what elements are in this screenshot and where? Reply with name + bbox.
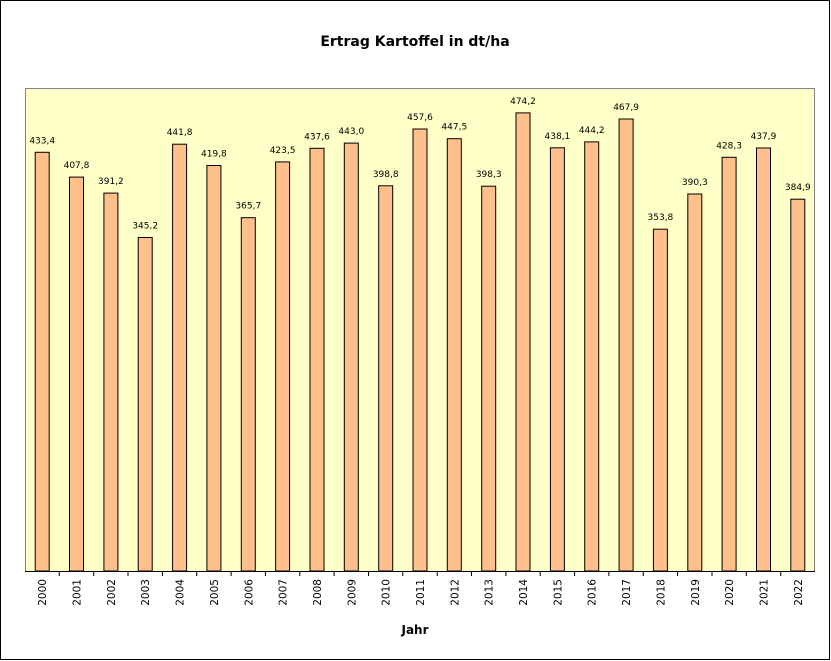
bar-2000 — [34, 151, 50, 572]
value-label-2005: 419,8 — [201, 150, 227, 160]
value-label-2001: 407,8 — [64, 161, 90, 171]
bar-2010 — [378, 185, 394, 572]
x-tick-label-2020: 2020 — [724, 579, 736, 606]
x-tick-label-2022: 2022 — [793, 579, 805, 606]
value-label-2020: 428,3 — [716, 141, 742, 151]
x-tick-label-2001: 2001 — [72, 579, 84, 606]
value-label-2022: 384,9 — [785, 183, 811, 193]
x-tick-label-2002: 2002 — [106, 579, 118, 606]
bar-2001 — [69, 176, 84, 572]
bar-2012 — [446, 138, 462, 572]
bar-2008 — [309, 147, 325, 572]
x-tick-label-2010: 2010 — [381, 579, 393, 606]
bar-2002 — [103, 192, 119, 572]
value-label-2004: 441,8 — [167, 128, 193, 138]
bar-2007 — [275, 161, 291, 572]
bar-2018 — [652, 228, 668, 572]
bar-2017 — [618, 118, 634, 572]
value-label-2000: 433,4 — [29, 136, 55, 146]
value-label-2007: 423,5 — [270, 146, 296, 156]
value-label-2010: 398,8 — [373, 170, 399, 180]
x-tick-label-2017: 2017 — [621, 579, 633, 606]
value-label-2019: 390,3 — [682, 178, 708, 188]
x-tick-label-2021: 2021 — [759, 579, 771, 606]
x-tick-label-2000: 2000 — [37, 579, 49, 606]
bar-2020 — [721, 156, 737, 572]
value-label-2018: 353,8 — [648, 213, 674, 223]
bar-2015 — [549, 147, 565, 572]
x-tick-label-2009: 2009 — [346, 579, 358, 606]
bar-2014 — [515, 112, 531, 572]
value-label-2016: 444,2 — [579, 126, 605, 136]
value-label-2012: 447,5 — [441, 123, 467, 133]
value-label-2017: 467,9 — [613, 103, 639, 113]
bar-2013 — [481, 185, 497, 572]
x-tick-label-2019: 2019 — [690, 579, 702, 606]
x-tick-label-2018: 2018 — [655, 579, 667, 606]
value-label-2011: 457,6 — [407, 113, 433, 123]
value-label-2009: 443,0 — [338, 127, 364, 137]
x-tick-label-2015: 2015 — [552, 579, 564, 606]
x-ticks-group — [58, 571, 782, 576]
value-label-2021: 437,9 — [751, 132, 777, 142]
bar-2004 — [172, 143, 188, 572]
value-label-2006: 365,7 — [235, 202, 261, 212]
bar-2009 — [343, 142, 359, 572]
bar-2022 — [790, 198, 806, 572]
x-tick-labels-group: 2000 2001 2002 2003 2004 2005 2006 2007 2008 2009… — [37, 579, 805, 606]
bar-2006 — [240, 217, 256, 572]
x-tick-label-2005: 2005 — [209, 579, 221, 606]
value-label-2002: 391,2 — [98, 177, 124, 187]
x-tick-label-2016: 2016 — [587, 579, 599, 606]
x-tick-label-2007: 2007 — [278, 579, 290, 606]
bars-group — [34, 112, 806, 572]
x-tick-label-2004: 2004 — [175, 579, 187, 606]
bar-2019 — [687, 193, 703, 572]
bar-2005 — [206, 165, 222, 572]
bar-2003 — [137, 237, 153, 572]
x-tick-label-2014: 2014 — [518, 579, 530, 606]
value-label-2003: 345,2 — [132, 222, 158, 232]
value-label-2013: 398,3 — [476, 170, 502, 180]
value-label-2014: 474,2 — [510, 97, 536, 107]
bar-2021 — [756, 147, 771, 572]
x-tick-label-2012: 2012 — [449, 579, 461, 606]
x-tick-label-2006: 2006 — [243, 579, 255, 606]
x-tick-label-2008: 2008 — [312, 579, 324, 606]
value-labels-group: 433,4 407,8 391,2 345,2 441,8 419,8 365,7 423,5… — [29, 97, 811, 232]
x-tick-label-2003: 2003 — [140, 579, 152, 606]
x-tick-label-2013: 2013 — [484, 579, 496, 606]
bar-2016 — [584, 141, 600, 572]
bar-2011 — [412, 128, 428, 572]
value-label-2015: 438,1 — [545, 132, 571, 142]
value-label-2008: 437,6 — [304, 132, 330, 142]
x-tick-label-2011: 2011 — [415, 579, 427, 606]
x-axis-title: Jahr — [400, 623, 428, 637]
chart-title: Ertrag Kartoffel in dt/ha — [320, 34, 509, 50]
